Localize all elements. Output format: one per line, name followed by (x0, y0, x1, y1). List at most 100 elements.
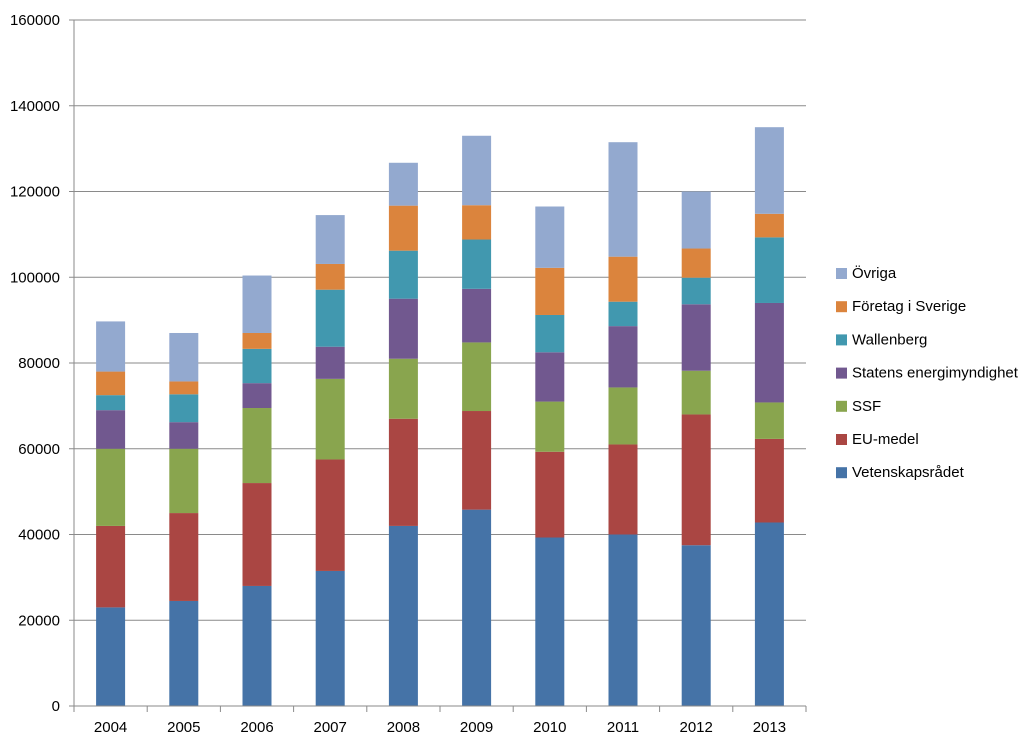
y-tick-label: 160000 (10, 12, 60, 29)
legend-label: EU-medel (852, 431, 919, 448)
bar-segment-2009-eu-medel (462, 411, 492, 510)
bar-segment-2007-företag-i-sverige (315, 263, 345, 290)
bar-segment-2008-wallenberg (388, 250, 418, 299)
x-tick-label: 2005 (167, 719, 200, 736)
bar-segment-2008-eu-medel (388, 418, 418, 526)
bar-segment-2007-wallenberg (315, 289, 345, 347)
bar-segment-2011-övriga (608, 142, 638, 257)
bar-segment-2010-ssf (535, 401, 565, 452)
bar-segment-2009-ssf (462, 342, 492, 412)
bar-segment-2010-eu-medel (535, 451, 565, 538)
bar-segment-2012-övriga (681, 191, 711, 249)
y-tick-label: 80000 (18, 355, 60, 372)
x-tick-label: 2006 (240, 719, 273, 736)
bar-segment-2005-eu-medel (169, 513, 199, 601)
bar-segment-2012-wallenberg (681, 277, 711, 305)
bar-segment-2008-företag-i-sverige (388, 205, 418, 251)
bar-segment-2011-ssf (608, 387, 638, 445)
bar-segment-2010-vetenskapsrådet (535, 537, 565, 706)
y-tick-label: 60000 (18, 441, 60, 458)
legend-label: Vetenskapsrådet (852, 464, 965, 481)
bar-segment-2012-eu-medel (681, 414, 711, 546)
bar-segment-2006-wallenberg (242, 348, 272, 384)
bar-segment-2008-statens-energimyndighet (388, 298, 418, 359)
bar-segment-2006-ssf (242, 408, 272, 484)
bar-segment-2004-ssf (96, 448, 126, 526)
legend-swatch (836, 268, 847, 279)
x-tick-label: 2009 (460, 719, 493, 736)
bar-segment-2010-wallenberg (535, 314, 565, 353)
legend-swatch (836, 400, 847, 412)
bar-segment-2012-ssf (681, 370, 711, 415)
bar-segment-2013-företag-i-sverige (754, 213, 784, 238)
legend-swatch (836, 434, 847, 445)
legend-swatch (836, 367, 847, 379)
bar-segment-2004-eu-medel (96, 525, 126, 608)
bar-segment-2011-vetenskapsrådet (608, 534, 638, 706)
legend: Övriga Företag i Sverige Wallenberg Statens… (836, 264, 1019, 481)
bar-segment-2004-vetenskapsrådet (96, 607, 126, 706)
legend-label: Wallenberg (852, 331, 927, 348)
bar-segment-2006-statens-energimyndighet (242, 383, 272, 409)
bar-segment-2011-statens-energimyndighet (608, 326, 638, 388)
bar-segment-2007-ssf (315, 378, 345, 460)
bar-segment-2013-övriga (754, 127, 784, 214)
x-tick-label: 2013 (753, 719, 786, 736)
bar-segment-2011-eu-medel (608, 444, 638, 535)
bar-segment-2008-vetenskapsrådet (388, 525, 418, 706)
bar-segment-2012-vetenskapsrådet (681, 545, 711, 706)
bar-segment-2009-vetenskapsrådet (462, 509, 492, 706)
bar-segment-2011-företag-i-sverige (608, 256, 638, 302)
y-tick-label: 140000 (10, 98, 60, 115)
bar-segment-2009-övriga (462, 135, 492, 206)
bar-segment-2007-övriga (315, 215, 345, 264)
bar-segment-2010-företag-i-sverige (535, 267, 565, 315)
x-tick-label: 2004 (94, 719, 127, 736)
bar-segment-2013-eu-medel (754, 438, 784, 523)
bar-segment-2009-statens-energimyndighet (462, 288, 492, 343)
bar-segment-2005-ssf (169, 448, 199, 514)
bar-segment-2009-företag-i-sverige (462, 205, 492, 240)
x-tick-label: 2008 (387, 719, 420, 736)
x-tick-label: 2007 (314, 719, 347, 736)
bar-segment-2006-eu-medel (242, 483, 272, 586)
legend-label: Övriga (852, 264, 897, 282)
y-tick-label: 20000 (18, 612, 60, 629)
bar-segment-2007-eu-medel (315, 459, 345, 571)
y-tick-label: 120000 (10, 184, 60, 201)
x-tick-label: 2012 (680, 719, 713, 736)
bar-segment-2011-wallenberg (608, 301, 638, 327)
legend-label: Företag i Sverige (852, 298, 966, 315)
y-tick-label: 100000 (10, 269, 60, 286)
bar-segment-2013-vetenskapsrådet (754, 522, 784, 706)
x-tick-label: 2010 (533, 719, 566, 736)
bar-segment-2010-övriga (535, 206, 565, 268)
bar-segment-2012-statens-energimyndighet (681, 304, 711, 371)
bar-segment-2004-statens-energimyndighet (96, 410, 126, 449)
bar-segment-2005-företag-i-sverige (169, 381, 199, 395)
bar-segment-2006-övriga (242, 275, 272, 333)
y-tick-label: 0 (52, 698, 60, 715)
bar-segment-2013-wallenberg (754, 237, 784, 303)
bar-segment-2004-övriga (96, 321, 126, 372)
legend-label: Statens energimyndighet (852, 365, 1019, 382)
bar-segment-2010-statens-energimyndighet (535, 352, 565, 402)
bar-segment-2006-företag-i-sverige (242, 332, 272, 349)
bar-segment-2005-övriga (169, 332, 199, 382)
bar-segment-2005-vetenskapsrådet (169, 600, 199, 706)
bar-segment-2004-företag-i-sverige (96, 371, 126, 396)
bar-segment-2008-övriga (388, 162, 418, 206)
legend-swatch (836, 467, 847, 479)
legend-label: SSF (852, 398, 881, 415)
y-tick-label: 40000 (18, 527, 60, 544)
bar-segment-2009-wallenberg (462, 239, 492, 289)
bars (96, 127, 784, 706)
bar-segment-2012-företag-i-sverige (681, 248, 711, 278)
bar-segment-2005-statens-energimyndighet (169, 422, 199, 449)
bar-segment-2004-wallenberg (96, 395, 126, 411)
axes: 0 20000 40000 60000 80000 100000 120000 140000 1… (10, 12, 807, 736)
bar-segment-2008-ssf (388, 358, 418, 419)
bar-segment-2007-vetenskapsrådet (315, 570, 345, 706)
